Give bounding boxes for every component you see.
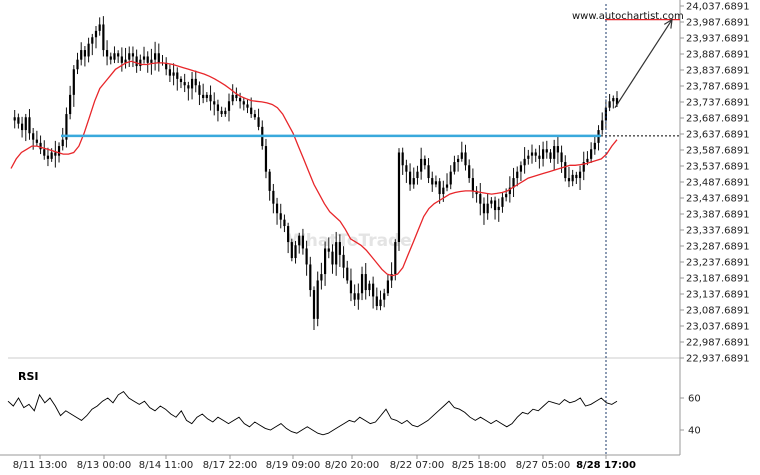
y-tick-label: 23,387.6891 bbox=[686, 210, 750, 221]
x-tick-label: 8/19 09:00 bbox=[266, 460, 320, 471]
y-tick-label: 23,037.6891 bbox=[686, 322, 750, 333]
x-tick-label: 8/14 11:00 bbox=[139, 460, 193, 471]
rsi-axis-ticks: 60 40 bbox=[680, 394, 701, 437]
rsi-tick-label: 60 bbox=[688, 394, 701, 405]
x-tick-label: 8/11 13:00 bbox=[13, 460, 67, 471]
y-tick-label: 23,537.6891 bbox=[686, 162, 750, 173]
projection-arrow bbox=[614, 19, 673, 108]
y-tick-label: 23,687.6891 bbox=[686, 114, 750, 125]
y-tick-label: 23,737.6891 bbox=[686, 98, 750, 109]
y-tick-label: 23,987.6891 bbox=[686, 18, 750, 29]
y-tick-label: 23,087.6891 bbox=[686, 306, 750, 317]
y-tick-label: 23,787.6891 bbox=[686, 82, 750, 93]
y-tick-label: 23,337.6891 bbox=[686, 226, 750, 237]
rsi-panel bbox=[7, 391, 618, 436]
moving-average-line bbox=[10, 60, 618, 277]
rsi-tick-label: 40 bbox=[688, 426, 701, 437]
y-tick-label: 23,187.6891 bbox=[686, 274, 750, 285]
watermark: WhatToTrade bbox=[287, 231, 412, 251]
y-tick-label: 23,287.6891 bbox=[686, 242, 750, 253]
x-tick-label: 8/22 07:00 bbox=[390, 460, 444, 471]
x-tick-label: 8/20 20:00 bbox=[325, 460, 379, 471]
y-tick-label: 23,587.6891 bbox=[686, 146, 750, 157]
y-tick-label: 23,637.6891 bbox=[686, 130, 750, 141]
grid bbox=[0, 0, 681, 456]
candles bbox=[13, 16, 619, 331]
y-tick-label: 23,837.6891 bbox=[686, 66, 750, 77]
y-tick-label: 22,987.6891 bbox=[686, 338, 750, 349]
y-tick-label: 23,887.6891 bbox=[686, 50, 750, 61]
moving-average bbox=[10, 60, 618, 277]
y-tick-label: 23,937.6891 bbox=[686, 34, 750, 45]
y-axis-ticks: 24,037.6891 23,987.6891 23,937.6891 23,887.… bbox=[680, 2, 750, 365]
x-tick-label: 8/13 00:00 bbox=[77, 460, 131, 471]
y-tick-label: 23,437.6891 bbox=[686, 194, 750, 205]
rsi-title: RSI bbox=[18, 370, 39, 383]
source-url: www.autochartist.com bbox=[572, 11, 684, 22]
x-tick-label: 8/25 18:00 bbox=[452, 460, 506, 471]
rsi-line bbox=[7, 391, 618, 436]
y-tick-label: 23,137.6891 bbox=[686, 290, 750, 301]
x-tick-label: 8/27 05:00 bbox=[516, 460, 570, 471]
x-axis-ticks: 8/11 13:00 8/13 00:00 8/14 11:00 8/17 22:00… bbox=[13, 455, 636, 471]
y-tick-label: 24,037.6891 bbox=[686, 2, 750, 13]
x-tick-label: 8/17 22:00 bbox=[203, 460, 257, 471]
projection-arrow-head bbox=[663, 18, 673, 29]
y-tick-label: 23,487.6891 bbox=[686, 178, 750, 189]
y-tick-label: 23,237.6891 bbox=[686, 258, 750, 269]
y-tick-label: 22,937.6891 bbox=[686, 354, 750, 365]
x-tick-label: 8/28 17:00 bbox=[576, 460, 636, 471]
